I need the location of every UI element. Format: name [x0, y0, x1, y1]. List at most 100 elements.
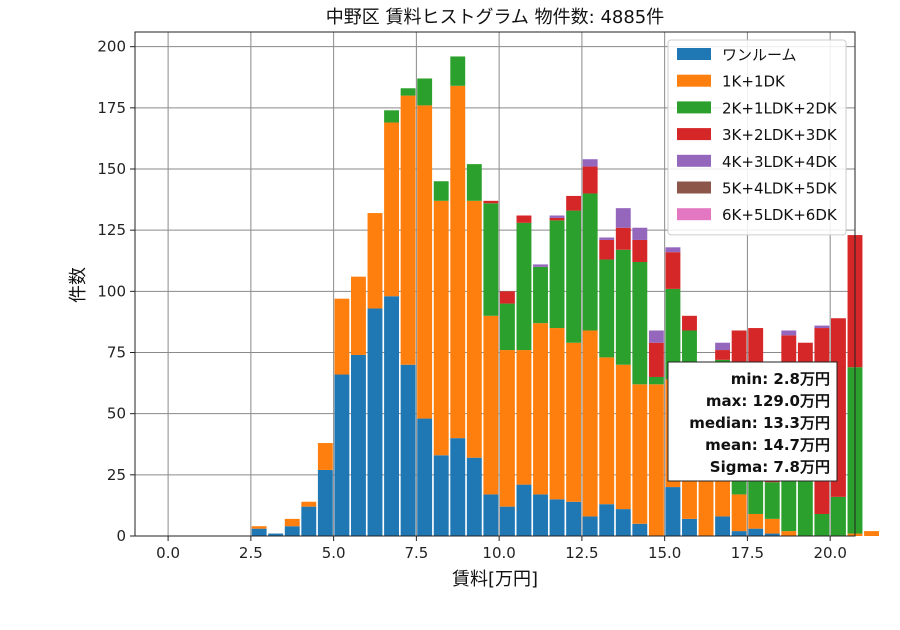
bar-segment	[499, 506, 515, 536]
bar-segment	[632, 384, 648, 524]
legend-label: 5K+4LDK+5DK	[722, 180, 838, 198]
bar-segment	[317, 443, 333, 470]
legend-label: 1K+1DK	[722, 73, 786, 91]
bar-segment	[698, 469, 714, 536]
bar-segment	[466, 457, 482, 536]
x-tick-label: 5.0	[322, 544, 346, 562]
legend: ワンルーム 1K+1DK 2K+1LDK+2DK 3K+2LDK+3DK 4K+3LDK…	[667, 39, 847, 236]
bar-segment	[665, 247, 681, 253]
bar-segment	[317, 469, 333, 536]
plot-frame	[134, 31, 856, 537]
bar-segment	[417, 78, 433, 106]
bar-segment	[632, 227, 648, 240]
bar-segment	[566, 195, 582, 211]
bar-segment	[301, 506, 317, 536]
y-tick-label: 25	[107, 466, 126, 484]
bar-segment	[433, 200, 449, 456]
bar-segment	[483, 203, 499, 316]
bar-segment	[582, 193, 598, 331]
bar-segment	[549, 499, 565, 536]
bar-segment	[466, 200, 482, 458]
bar-segment	[615, 227, 631, 250]
y-tick-label: 150	[97, 160, 126, 178]
x-tick-label: 12.5	[565, 544, 598, 562]
bar-segment	[433, 455, 449, 536]
bar-segment	[516, 484, 532, 536]
bar-segment	[648, 330, 664, 343]
bar-segment	[648, 384, 664, 536]
bar-segment	[549, 328, 565, 500]
bar-segment	[781, 531, 797, 536]
bar-segment	[715, 342, 731, 351]
bar-segment	[615, 364, 631, 510]
bar-segment	[417, 105, 433, 419]
bar-segment	[284, 526, 300, 536]
bar-segment	[533, 264, 548, 267]
stats-line: median: 13.3万円	[689, 414, 830, 432]
x-tick-label: 2.5	[239, 544, 263, 562]
bar-segment	[814, 325, 830, 329]
bar-segment	[433, 181, 449, 201]
bar-segment	[549, 220, 565, 329]
bar-segment	[781, 330, 797, 336]
x-tick-label: 0.0	[156, 544, 180, 562]
x-tick-label: 10.0	[482, 544, 515, 562]
bar-segment	[764, 518, 780, 534]
stats-line: Sigma: 7.8万円	[710, 458, 830, 476]
legend-swatch	[677, 154, 711, 167]
legend-swatch	[677, 128, 711, 141]
bar-segment	[400, 88, 416, 96]
x-tick-label: 17.5	[731, 544, 764, 562]
bar-segment	[251, 528, 267, 536]
legend-label: ワンルーム	[722, 46, 797, 64]
bar-segment	[351, 276, 366, 355]
bar-segment	[599, 504, 615, 536]
bar-segment	[615, 249, 631, 365]
bar-segment	[748, 513, 764, 529]
x-tick-label: 7.5	[404, 544, 428, 562]
bar-segment	[516, 222, 532, 351]
x-tick-label: 20.0	[813, 544, 846, 562]
ticks-layer: 0.0 2.5 5.0 7.5 10.0 12.5 15.0 17.5 20.0 0 25 50 75 1…	[97, 38, 847, 562]
bar-segment	[251, 526, 267, 529]
bar-segment	[384, 110, 399, 123]
legend-label: 3K+2LDK+3DK	[722, 126, 838, 144]
stats-frame	[667, 361, 838, 482]
bar-segment	[831, 496, 846, 536]
bar-segment	[814, 513, 830, 536]
bar-segment	[731, 531, 747, 536]
y-tick-label: 75	[107, 344, 126, 362]
stats-box: min: 2.8万円 max: 129.0万円 median: 13.3万円 mean…	[667, 361, 838, 482]
bar-segment	[499, 350, 515, 507]
bar-segment	[665, 487, 681, 536]
y-tick-label: 50	[107, 405, 126, 423]
x-tick-label: 15.0	[648, 544, 681, 562]
bar-segment	[384, 296, 399, 536]
bar-segment	[450, 85, 466, 439]
bar-segment	[483, 315, 499, 495]
bar-segment	[582, 330, 598, 517]
bar-segment	[450, 438, 466, 536]
bar-segment	[499, 291, 515, 304]
chart-title: 中野区 賃料ヒストグラム 物件数: 4885件	[326, 7, 665, 28]
bar-segment	[351, 354, 366, 536]
bar-segment	[516, 215, 532, 223]
legend-label: 2K+1LDK+2DK	[722, 99, 838, 117]
bar-segment	[367, 308, 383, 536]
bar-segment	[748, 528, 764, 536]
legend-label: 6K+5LDK+6DK	[722, 206, 838, 224]
bar-segment	[334, 374, 350, 536]
stats-line: min: 2.8万円	[731, 370, 830, 388]
bar-segment	[615, 509, 631, 536]
bar-segment	[334, 298, 350, 375]
legend-swatch	[677, 208, 711, 221]
x-axis-title: 賃料[万円]	[452, 569, 538, 590]
bar-segment	[566, 501, 582, 536]
legend-swatch	[677, 101, 711, 114]
bar-segment	[516, 350, 532, 485]
bar-segment	[599, 357, 615, 505]
bar-segment	[864, 531, 879, 536]
bar-segment	[483, 200, 499, 204]
y-tick-label: 200	[97, 38, 126, 56]
